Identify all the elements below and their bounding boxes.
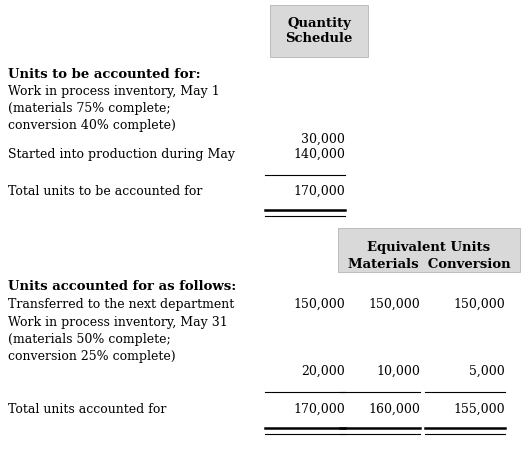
Text: Total units accounted for: Total units accounted for [8,403,166,416]
Text: 150,000: 150,000 [293,298,345,311]
Text: Units to be accounted for:: Units to be accounted for: [8,68,201,81]
Text: 170,000: 170,000 [293,403,345,416]
Text: 160,000: 160,000 [368,403,420,416]
Text: Equivalent Units: Equivalent Units [368,241,490,254]
Text: 150,000: 150,000 [368,298,420,311]
Text: Work in process inventory, May 1
(materials 75% complete;
conversion 40% complet: Work in process inventory, May 1 (materi… [8,85,220,132]
Text: 5,000: 5,000 [469,365,505,378]
Text: Materials  Conversion: Materials Conversion [348,258,510,271]
Text: Total units to be accounted for: Total units to be accounted for [8,185,202,198]
Text: 170,000: 170,000 [293,185,345,198]
Text: 155,000: 155,000 [454,403,505,416]
FancyBboxPatch shape [338,228,520,272]
Text: Work in process inventory, May 31
(materials 50% complete;
conversion 25% comple: Work in process inventory, May 31 (mater… [8,316,228,363]
FancyBboxPatch shape [270,5,368,57]
Text: 10,000: 10,000 [376,365,420,378]
Text: 140,000: 140,000 [293,148,345,161]
Text: 20,000: 20,000 [301,365,345,378]
Text: Started into production during May: Started into production during May [8,148,235,161]
Text: 30,000: 30,000 [301,133,345,146]
Text: Transferred to the next department: Transferred to the next department [8,298,234,311]
Text: 150,000: 150,000 [453,298,505,311]
Text: Quantity
Schedule: Quantity Schedule [285,17,353,45]
Text: Units accounted for as follows:: Units accounted for as follows: [8,280,236,293]
